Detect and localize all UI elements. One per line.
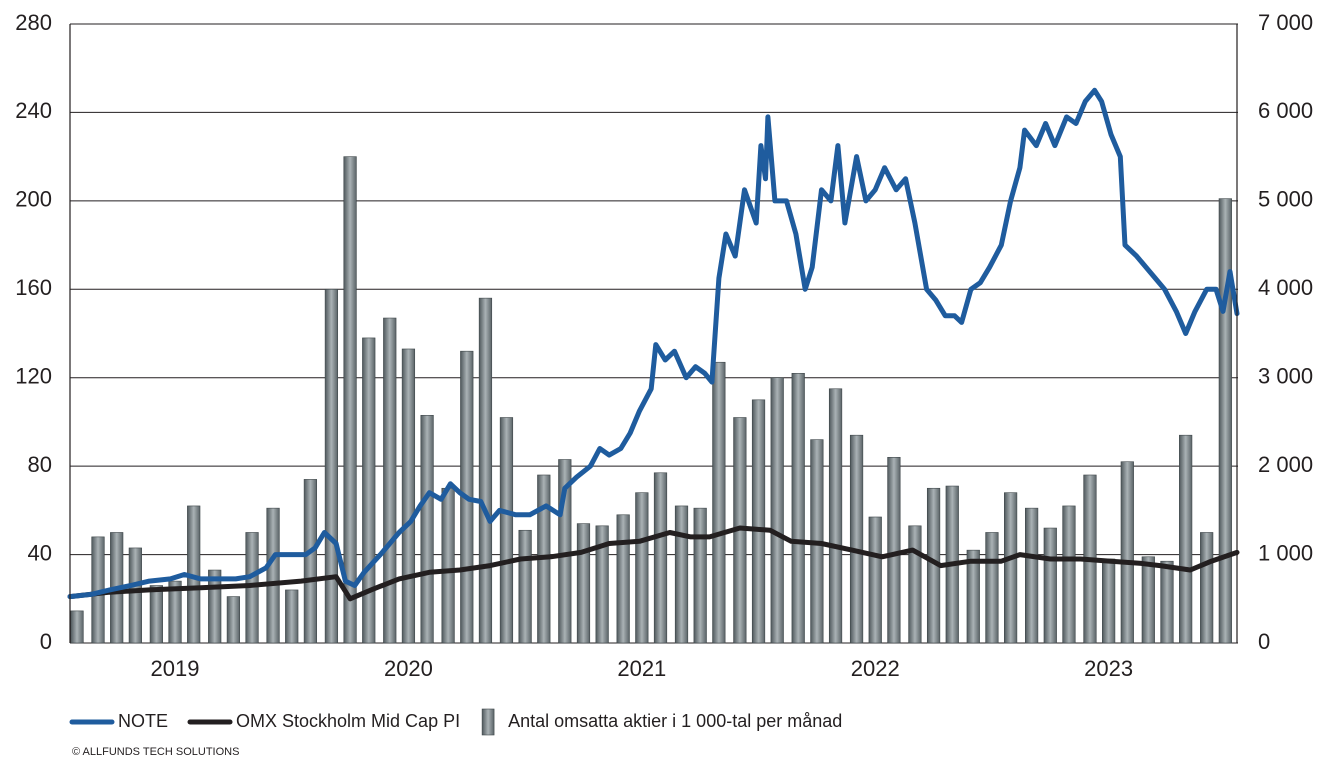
y2-tick-label: 6 000	[1258, 98, 1313, 123]
x-tick-label: 2022	[851, 656, 900, 681]
bar	[1025, 507, 1039, 644]
bar	[285, 589, 299, 644]
y-tick-label: 240	[15, 98, 52, 123]
legend-swatch	[481, 708, 495, 736]
line-series	[67, 87, 1240, 600]
bar	[887, 456, 901, 644]
y2-tick-label: 3 000	[1258, 364, 1313, 389]
bar	[616, 514, 630, 644]
y-tick-label: 280	[15, 10, 52, 35]
y-tick-label: 200	[15, 187, 52, 212]
bar	[1120, 461, 1134, 644]
bar	[1043, 527, 1057, 644]
x-tick-label: 2023	[1084, 656, 1133, 681]
legend-label: Antal omsatta aktier i 1 000-tal per mån…	[508, 711, 842, 731]
bar	[518, 529, 532, 644]
y2-tick-label: 7 000	[1258, 10, 1313, 35]
bar	[908, 525, 922, 644]
bar	[441, 487, 455, 644]
bar	[226, 596, 240, 644]
bar	[693, 507, 707, 644]
bar	[595, 525, 609, 644]
bar	[383, 317, 397, 644]
bar	[362, 337, 376, 644]
bar	[868, 516, 882, 644]
bar	[1218, 198, 1232, 644]
bar	[1179, 434, 1193, 644]
bar	[1102, 558, 1116, 644]
bar	[828, 388, 843, 644]
y2-tick-label: 0	[1258, 629, 1270, 654]
bar	[751, 399, 766, 644]
bar	[149, 585, 163, 644]
bar	[1062, 505, 1076, 644]
bar	[1200, 532, 1214, 644]
bar	[478, 297, 493, 644]
bar	[70, 610, 84, 644]
bar	[576, 523, 591, 644]
bar	[770, 377, 784, 644]
bar	[1160, 560, 1174, 644]
x-tick-label: 2021	[617, 656, 666, 681]
bar	[266, 507, 280, 644]
bar	[674, 505, 689, 644]
line-series	[67, 525, 1240, 602]
bar	[128, 547, 142, 644]
x-tick-label: 2019	[151, 656, 200, 681]
bar	[985, 532, 999, 644]
legend-label: OMX Stockholm Mid Cap PI	[236, 711, 460, 731]
y2-tick-label: 4 000	[1258, 275, 1313, 300]
y2-tick-label: 5 000	[1258, 187, 1313, 212]
source-note: © ALLFUNDS TECH SOLUTIONS	[72, 746, 239, 758]
bar	[791, 372, 805, 644]
bar	[499, 417, 514, 644]
bar	[168, 580, 182, 644]
y-tick-label: 0	[40, 629, 52, 654]
bar	[303, 479, 318, 644]
bar	[712, 361, 726, 644]
bar	[653, 472, 668, 644]
y-tick-label: 80	[28, 452, 52, 477]
bar	[1141, 556, 1155, 644]
legend-label: NOTE	[118, 711, 168, 731]
y-tick-label: 160	[15, 275, 52, 300]
bar	[849, 434, 864, 644]
bar	[343, 156, 357, 644]
y-tick-label: 40	[28, 540, 52, 565]
bar	[324, 288, 339, 644]
bar	[420, 414, 434, 644]
y-tick-label: 120	[15, 364, 52, 389]
y2-tick-label: 2 000	[1258, 452, 1313, 477]
y2-tick-label: 1 000	[1258, 540, 1313, 565]
bar	[401, 348, 416, 644]
x-tick-label: 2020	[384, 656, 433, 681]
bar	[635, 492, 649, 644]
bar	[1004, 492, 1018, 644]
bar	[966, 549, 980, 644]
